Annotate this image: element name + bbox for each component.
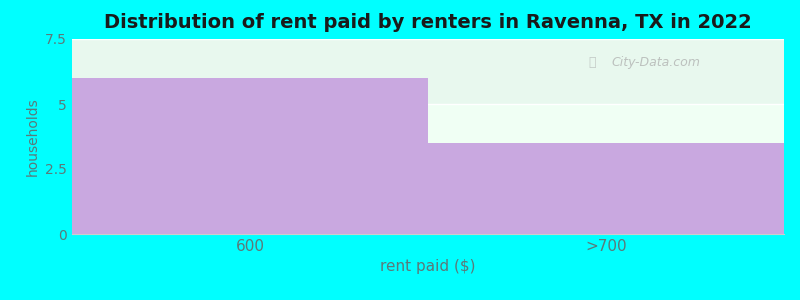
Title: Distribution of rent paid by renters in Ravenna, TX in 2022: Distribution of rent paid by renters in … (104, 13, 752, 32)
Y-axis label: households: households (26, 97, 40, 176)
Bar (72, 39, 784, 104)
X-axis label: rent paid ($): rent paid ($) (380, 260, 476, 274)
Text: ⦾: ⦾ (588, 56, 595, 69)
Text: City-Data.com: City-Data.com (611, 56, 700, 69)
Bar (72, 169, 784, 234)
Bar (428, 143, 784, 234)
Bar (72, 78, 428, 234)
